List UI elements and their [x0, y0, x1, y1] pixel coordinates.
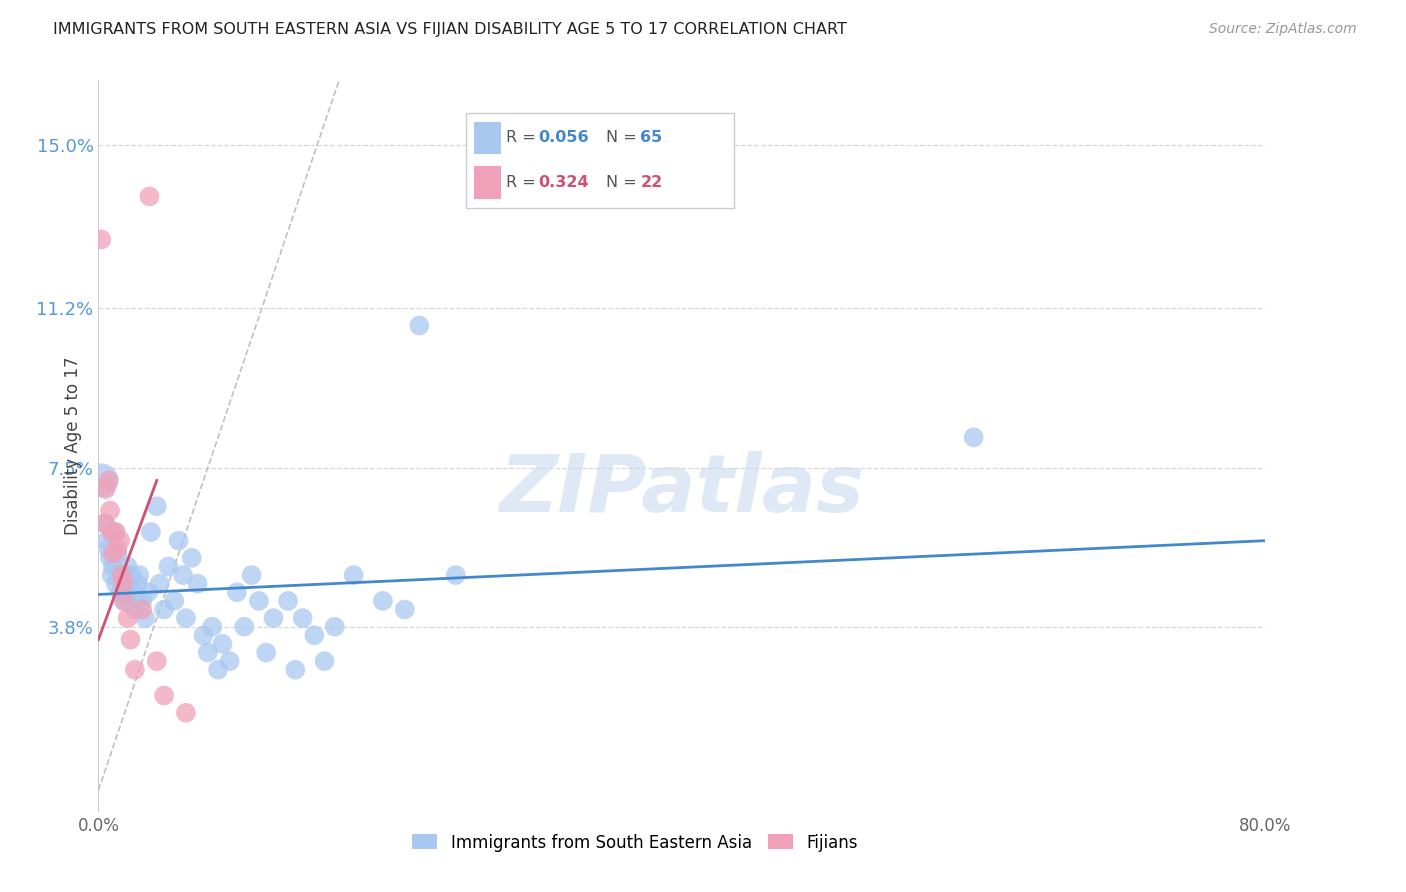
Point: [291, 611, 314, 625]
Point: [323, 620, 346, 634]
Point: [343, 568, 366, 582]
Point: [284, 663, 307, 677]
Point: [394, 602, 416, 616]
Point: [139, 524, 162, 539]
Point: [233, 620, 256, 634]
Point: [90, 474, 112, 488]
Point: [131, 602, 153, 616]
Point: [174, 611, 197, 625]
Point: [105, 542, 128, 557]
Point: [193, 628, 215, 642]
Point: [111, 568, 134, 582]
Point: [97, 474, 120, 488]
Point: [112, 594, 135, 608]
Legend: Immigrants from South Eastern Asia, Fijians: Immigrants from South Eastern Asia, Fiji…: [405, 827, 865, 858]
Point: [101, 559, 124, 574]
Point: [226, 585, 249, 599]
Point: [98, 550, 121, 565]
Point: [125, 594, 148, 608]
Point: [211, 637, 233, 651]
Point: [197, 646, 219, 660]
Point: [108, 568, 131, 582]
Point: [110, 533, 132, 548]
Point: [180, 550, 202, 565]
Point: [962, 430, 984, 444]
Point: [115, 585, 138, 599]
Point: [120, 632, 142, 647]
Point: [153, 602, 176, 616]
Point: [371, 594, 394, 608]
Point: [262, 611, 284, 625]
Point: [201, 620, 224, 634]
Point: [134, 611, 156, 625]
Point: [100, 524, 122, 539]
Point: [172, 568, 194, 582]
Text: IMMIGRANTS FROM SOUTH EASTERN ASIA VS FIJIAN DISABILITY AGE 5 TO 17 CORRELATION : IMMIGRANTS FROM SOUTH EASTERN ASIA VS FI…: [53, 22, 848, 37]
Point: [112, 576, 135, 591]
Point: [136, 585, 159, 599]
Point: [98, 503, 121, 517]
Point: [218, 654, 240, 668]
Point: [110, 585, 132, 599]
Point: [146, 654, 169, 668]
Point: [100, 568, 122, 582]
Y-axis label: Disability Age 5 to 17: Disability Age 5 to 17: [63, 357, 82, 535]
Point: [131, 594, 153, 608]
Point: [277, 594, 299, 608]
Text: ZIPatlas: ZIPatlas: [499, 450, 865, 529]
Point: [254, 646, 277, 660]
Point: [114, 568, 136, 582]
Point: [93, 516, 115, 531]
Point: [127, 576, 149, 591]
Point: [114, 594, 136, 608]
Point: [163, 594, 186, 608]
Point: [118, 576, 141, 591]
Point: [247, 594, 270, 608]
Point: [304, 628, 326, 642]
Point: [90, 232, 112, 246]
Point: [104, 524, 127, 539]
Point: [94, 482, 117, 496]
Point: [111, 576, 134, 591]
Point: [128, 568, 150, 582]
Point: [97, 542, 120, 557]
Point: [122, 585, 145, 599]
Point: [314, 654, 336, 668]
Point: [124, 602, 146, 616]
Point: [146, 500, 169, 514]
Point: [240, 568, 263, 582]
Text: Source: ZipAtlas.com: Source: ZipAtlas.com: [1209, 22, 1357, 37]
Point: [96, 533, 118, 548]
Point: [104, 576, 127, 591]
Point: [103, 524, 125, 539]
Point: [174, 706, 197, 720]
Point: [149, 576, 172, 591]
Point: [408, 318, 430, 333]
Point: [187, 576, 209, 591]
Point: [124, 663, 146, 677]
Point: [117, 559, 139, 574]
Point: [117, 611, 139, 625]
Point: [157, 559, 180, 574]
Point: [105, 547, 128, 561]
Point: [138, 189, 160, 203]
Point: [444, 568, 467, 582]
Point: [120, 594, 142, 608]
Point: [94, 516, 117, 531]
Point: [121, 568, 143, 582]
Point: [207, 663, 229, 677]
Point: [153, 689, 176, 703]
Point: [167, 533, 190, 548]
Point: [101, 547, 124, 561]
